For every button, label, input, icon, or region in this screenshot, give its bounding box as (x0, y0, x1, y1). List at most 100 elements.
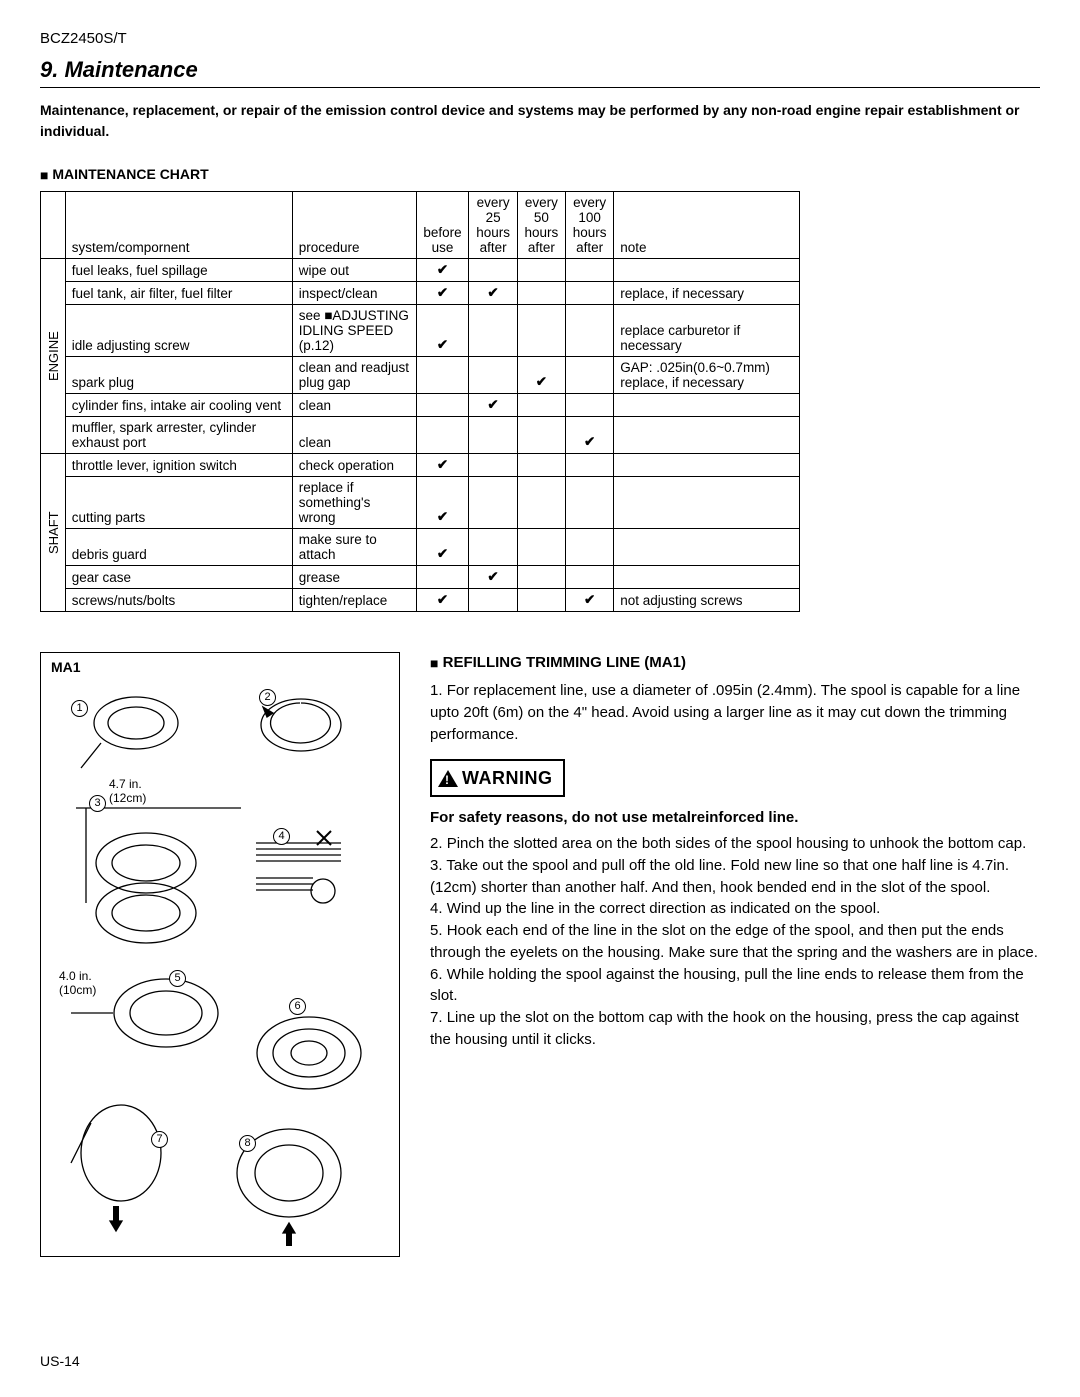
cell: throttle lever, ignition switch (65, 454, 292, 477)
intro-text: Maintenance, replacement, or repair of t… (40, 100, 1040, 142)
safety-note: For safety reasons, do not use metalrein… (430, 807, 1040, 829)
cell: replace carburetor if necessary (614, 305, 800, 357)
cell: check operation (292, 454, 416, 477)
cell: make sure to attach (292, 529, 416, 566)
cell: debris guard (65, 529, 292, 566)
cell: idle adjusting screw (65, 305, 292, 357)
cell: screws/nuts/bolts (65, 589, 292, 612)
cell (614, 529, 800, 566)
label-12cm: (12cm) (109, 791, 146, 805)
cell: replace if something's wrong (292, 477, 416, 529)
cell: ✔ (416, 454, 469, 477)
cell (469, 529, 517, 566)
maintenance-table: system/compornent procedure before use e… (40, 191, 800, 612)
table-row: idle adjusting screwsee ■ADJUSTING IDLIN… (41, 305, 800, 357)
label-10cm: (10cm) (59, 983, 96, 997)
table-row: cylinder fins, intake air cooling ventcl… (41, 394, 800, 417)
cell (517, 282, 565, 305)
step-2: 2. Pinch the slotted area on the both si… (430, 833, 1040, 855)
cell: ✔ (469, 282, 517, 305)
cell (565, 259, 613, 282)
cell (565, 529, 613, 566)
cell: not adjusting screws (614, 589, 800, 612)
cell (469, 357, 517, 394)
cell (517, 566, 565, 589)
cell: ✔ (416, 305, 469, 357)
cell (517, 589, 565, 612)
col-100h: every 100 hours after (565, 192, 613, 259)
cell (614, 417, 800, 454)
group-label: SHAFT (41, 454, 66, 612)
cell: gear case (65, 566, 292, 589)
cell: ✔ (565, 417, 613, 454)
table-row: ENGINEfuel leaks, fuel spillagewipe out✔ (41, 259, 800, 282)
cell (517, 305, 565, 357)
cell: ✔ (469, 394, 517, 417)
cell: GAP: .025in(0.6~0.7mm) replace, if neces… (614, 357, 800, 394)
cell: ✔ (416, 477, 469, 529)
table-row: gear casegrease✔ (41, 566, 800, 589)
square-bullet-icon: ■ (40, 167, 48, 183)
step-6: 6. While holding the spool against the h… (430, 964, 1040, 1008)
label-4-7in: 4.7 in. (109, 777, 142, 791)
cell: inspect/clean (292, 282, 416, 305)
warning-box: WARNING (430, 759, 565, 797)
col-note: note (614, 192, 800, 259)
cell (469, 417, 517, 454)
col-procedure: procedure (292, 192, 416, 259)
cell: ✔ (416, 282, 469, 305)
cell (469, 454, 517, 477)
cell: spark plug (65, 357, 292, 394)
cell (565, 394, 613, 417)
table-row: muffler, spark arrester, cylinder exhaus… (41, 417, 800, 454)
table-row: debris guardmake sure to attach✔ (41, 529, 800, 566)
cell (416, 394, 469, 417)
chart-heading-text: MAINTENANCE CHART (52, 166, 208, 182)
label-4-0in: 4.0 in. (59, 969, 92, 983)
cell: fuel tank, air filter, fuel filter (65, 282, 292, 305)
cell (614, 477, 800, 529)
cell (565, 454, 613, 477)
cell: fuel leaks, fuel spillage (65, 259, 292, 282)
col-50h: every 50 hours after (517, 192, 565, 259)
section-title: 9. Maintenance (40, 57, 1040, 83)
cell: ✔ (416, 529, 469, 566)
cell (517, 417, 565, 454)
col-before: before use (416, 192, 469, 259)
cell (469, 589, 517, 612)
cell (565, 305, 613, 357)
refill-heading-text: REFILLING TRIMMING LINE (MA1) (443, 654, 686, 671)
cell: ✔ (416, 589, 469, 612)
instructions-column: ■ REFILLING TRIMMING LINE (MA1) 1. For r… (430, 652, 1040, 1050)
cell (614, 454, 800, 477)
cell (565, 357, 613, 394)
cell (469, 259, 517, 282)
cell: wipe out (292, 259, 416, 282)
group-label: ENGINE (41, 259, 66, 454)
col-system: system/compornent (65, 192, 292, 259)
cell: clean and readjust plug gap (292, 357, 416, 394)
warning-label: WARNING (462, 765, 553, 791)
cell: cutting parts (65, 477, 292, 529)
chart-heading: ■ MAINTENANCE CHART (40, 166, 1040, 183)
cell (517, 259, 565, 282)
cell: clean (292, 394, 416, 417)
diagram-illustration (41, 653, 401, 1258)
table-row: SHAFTthrottle lever, ignition switchchec… (41, 454, 800, 477)
step-1: 1. For replacement line, use a diameter … (430, 680, 1040, 745)
step-7: 7. Line up the slot on the bottom cap wi… (430, 1007, 1040, 1051)
square-bullet-icon: ■ (430, 653, 438, 673)
table-row: fuel tank, air filter, fuel filterinspec… (41, 282, 800, 305)
cell: ✔ (565, 589, 613, 612)
step-5: 5. Hook each end of the line in the slot… (430, 920, 1040, 964)
cell (614, 566, 800, 589)
cell (517, 394, 565, 417)
cell (416, 357, 469, 394)
step-4: 4. Wind up the line in the correct direc… (430, 898, 1040, 920)
cell (517, 529, 565, 566)
cell (614, 394, 800, 417)
cell: ✔ (469, 566, 517, 589)
step-3: 3. Take out the spool and pull off the o… (430, 855, 1040, 899)
cell (565, 566, 613, 589)
model-number: BCZ2450S/T (40, 30, 1040, 47)
